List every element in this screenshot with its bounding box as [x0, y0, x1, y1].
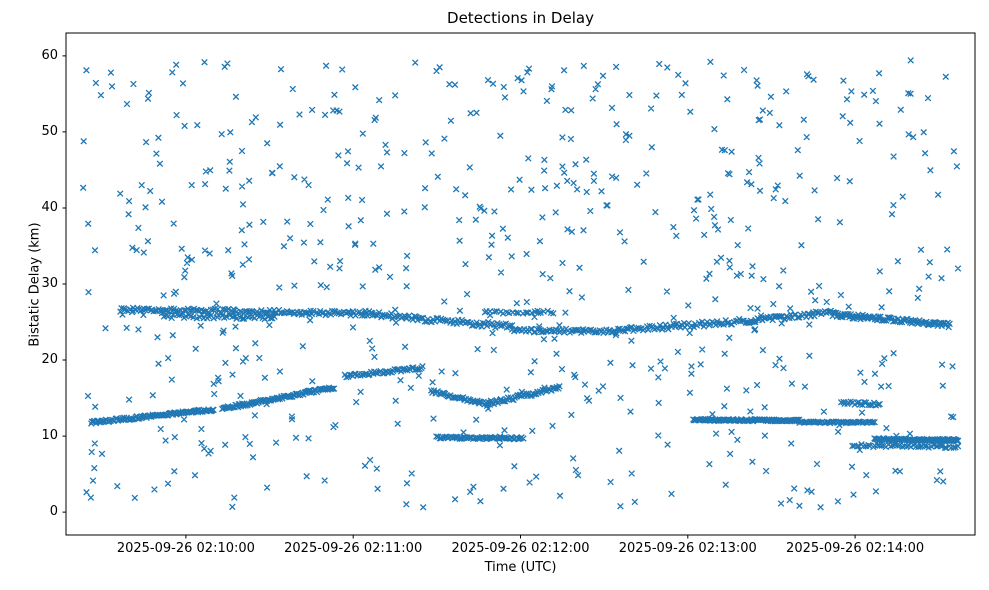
x-tick-label: 2025-09-26 02:11:00: [284, 541, 423, 556]
y-tick-label: 10: [41, 428, 58, 444]
tick-marks: [62, 55, 856, 539]
y-tick-label: 60: [41, 47, 58, 63]
x-axis-label: Time (UTC): [484, 560, 557, 575]
y-tick-label: 50: [41, 123, 58, 139]
y-tick-label: 0: [49, 504, 58, 520]
x-tick-label: 2025-09-26 02:12:00: [451, 541, 590, 556]
y-tick-label: 40: [41, 199, 58, 215]
axes-spines: [65, 32, 976, 536]
x-tick-label: 2025-09-26 02:10:00: [116, 541, 255, 556]
x-tick-label: 2025-09-26 02:14:00: [786, 541, 925, 556]
y-tick-label: 20: [41, 352, 58, 368]
x-tick-label: 2025-09-26 02:13:00: [618, 541, 757, 556]
scatter-points: [79, 57, 962, 511]
chart-title: Detections in Delay: [447, 9, 594, 27]
y-tick-label: 30: [41, 276, 58, 291]
